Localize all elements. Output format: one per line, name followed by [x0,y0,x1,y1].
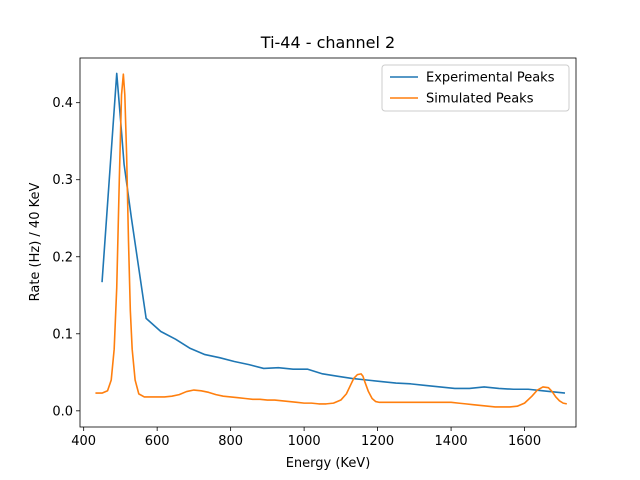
legend-label-2: Simulated Peaks [426,92,534,107]
x-tick-label: 1000 [288,434,321,449]
y-tick-label: 0.0 [52,404,73,419]
x-tick-label: 1400 [435,434,468,449]
y-tick-label: 0.2 [52,250,73,265]
x-axis-label: Energy (KeV) [286,456,371,471]
x-tick-label: 400 [71,434,96,449]
plot-area: 400 600 800 1000 1200 1400 1600 0.0 0.1 0.2 0.3 0.4 [52,57,577,449]
y-tick-label: 0.1 [52,327,73,342]
series-line-2 [95,73,567,408]
x-tick-label: 1200 [361,434,394,449]
y-axis-label: Rate (Hz) / 40 KeV [28,183,43,302]
legend: Experimental Peaks Simulated Peaks [381,64,570,112]
axes-frame [79,57,577,428]
y-tick-label: 0.4 [52,96,73,111]
legend-box [381,64,570,112]
legend-label-1: Experimental Peaks [426,71,555,86]
x-tick-label: 1600 [508,434,541,449]
series-line-1 [101,72,566,394]
x-tick-label: 600 [145,434,170,449]
y-tick-label: 0.3 [52,173,73,188]
x-tick-label: 800 [218,434,243,449]
chart-title: Ti-44 - channel 2 [260,33,395,52]
